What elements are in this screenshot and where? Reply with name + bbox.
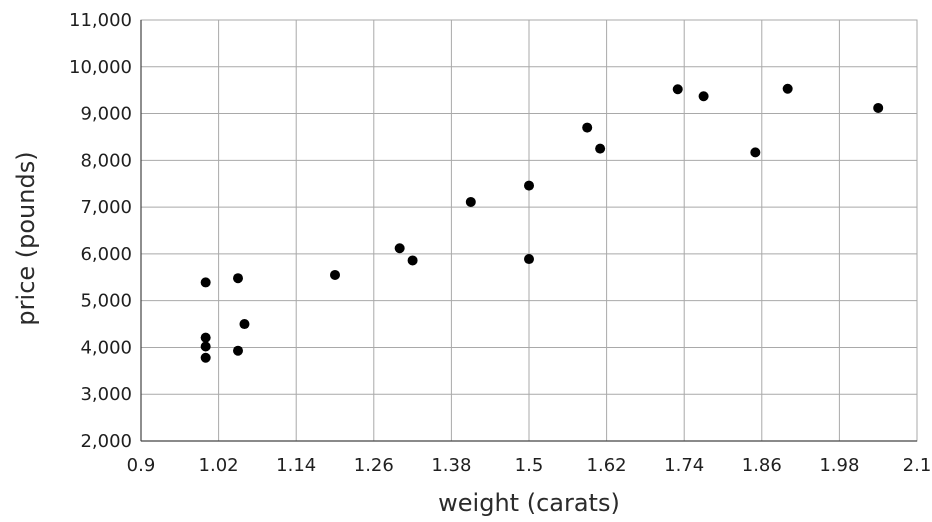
x-tick-label: 1.86 bbox=[742, 455, 782, 476]
data-point bbox=[465, 196, 476, 207]
data-point bbox=[394, 243, 405, 254]
x-tick-label: 1.5 bbox=[515, 455, 544, 476]
x-axis-tick-labels: 0.9 1.02 1.14 1.26 1.38 1.5 1.62 1.74 1.86 1.98 2.… bbox=[127, 455, 932, 476]
data-point bbox=[873, 102, 884, 113]
data-point bbox=[239, 319, 250, 330]
data-points bbox=[200, 83, 884, 363]
data-point bbox=[524, 180, 534, 191]
grid-lines bbox=[140, 19, 918, 442]
data-point bbox=[407, 255, 418, 266]
x-tick-label: 1.26 bbox=[354, 455, 394, 476]
y-tick-label: 11,000 bbox=[69, 10, 132, 31]
data-point bbox=[200, 352, 211, 363]
y-axis-title: price (pounds) bbox=[12, 151, 40, 325]
data-point bbox=[330, 269, 340, 280]
y-tick-label: 10,000 bbox=[69, 57, 132, 78]
y-tick-label: 4,000 bbox=[80, 337, 132, 358]
y-tick-label: 7,000 bbox=[80, 197, 132, 218]
x-tick-label: 1.98 bbox=[819, 455, 859, 476]
x-tick-label: 1.02 bbox=[199, 455, 239, 476]
data-point bbox=[200, 277, 211, 288]
y-tick-label: 5,000 bbox=[80, 291, 132, 312]
data-point bbox=[595, 143, 606, 154]
y-tick-label: 6,000 bbox=[80, 244, 132, 265]
x-axis-title: weight (carats) bbox=[438, 489, 620, 517]
data-point bbox=[200, 341, 211, 352]
data-point bbox=[233, 345, 243, 356]
y-tick-label: 2,000 bbox=[80, 431, 132, 452]
y-tick-label: 8,000 bbox=[80, 150, 132, 171]
y-axis-tick-labels: 2,000 3,000 4,000 5,000 6,000 7,000 8,000 9,000… bbox=[69, 10, 132, 452]
y-tick-label: 3,000 bbox=[80, 384, 132, 405]
data-point bbox=[672, 84, 683, 95]
data-point bbox=[200, 332, 211, 343]
x-tick-label: 1.62 bbox=[587, 455, 627, 476]
data-point bbox=[524, 254, 534, 265]
x-tick-label: 1.38 bbox=[431, 455, 471, 476]
data-point bbox=[582, 122, 593, 133]
data-point bbox=[750, 147, 761, 158]
x-tick-label: 0.9 bbox=[127, 455, 156, 476]
data-point bbox=[233, 273, 243, 284]
data-point bbox=[698, 91, 709, 102]
y-tick-label: 9,000 bbox=[80, 104, 132, 125]
x-tick-label: 2.1 bbox=[903, 455, 932, 476]
x-tick-label: 1.14 bbox=[276, 455, 316, 476]
data-point bbox=[782, 83, 793, 94]
axes bbox=[140, 19, 918, 442]
x-tick-label: 1.74 bbox=[664, 455, 704, 476]
